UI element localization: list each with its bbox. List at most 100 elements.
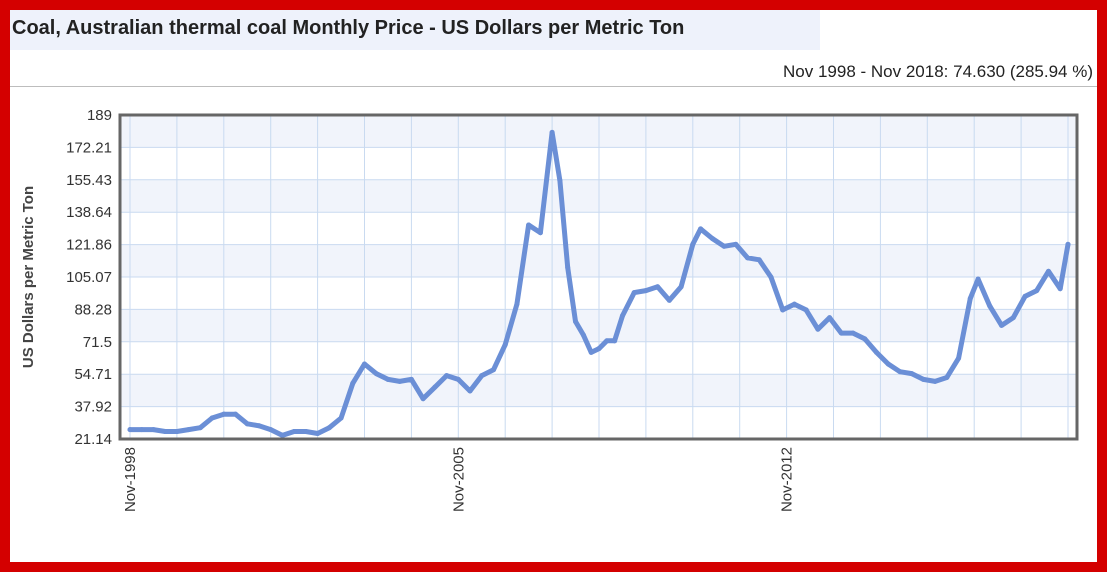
data-point <box>557 178 563 184</box>
data-point <box>956 355 962 361</box>
data-point <box>1057 286 1063 292</box>
data-point <box>408 376 414 382</box>
data-point <box>385 376 391 382</box>
data-point <box>709 236 715 242</box>
data-point <box>596 346 602 352</box>
y-tick-label: 105.07 <box>66 269 112 286</box>
data-point <box>909 371 915 377</box>
y-tick-label: 138.64 <box>66 204 112 221</box>
data-point <box>244 421 250 427</box>
data-point <box>745 255 751 261</box>
data-point <box>850 330 856 336</box>
data-point <box>373 371 379 377</box>
data-point <box>920 376 926 382</box>
data-point <box>233 411 239 417</box>
data-point <box>756 257 762 263</box>
data-point <box>721 243 727 249</box>
y-axis-ticks: 189 172.21 155.43 138.64 121.86 105.07 88.28 71… <box>66 107 112 448</box>
y-tick-label: 155.43 <box>66 172 112 189</box>
data-point <box>604 338 610 344</box>
x-tick-label: Nov-2012 <box>779 447 796 512</box>
data-point <box>150 427 156 433</box>
data-point <box>827 315 833 321</box>
data-point <box>619 313 625 319</box>
data-point <box>209 415 215 421</box>
data-point <box>362 361 367 367</box>
data-point <box>565 264 571 270</box>
data-point <box>549 129 555 135</box>
data-point <box>612 338 618 344</box>
data-point <box>139 427 145 433</box>
y-tick-label: 54.71 <box>74 366 112 383</box>
y-tick-label: 71.5 <box>83 334 112 351</box>
y-tick-label: 189 <box>87 107 112 124</box>
data-point <box>678 284 684 290</box>
x-tick-label: Nov-2005 <box>450 447 467 512</box>
data-point <box>526 222 532 228</box>
y-tick-label: 121.86 <box>66 237 112 254</box>
data-point <box>502 342 508 348</box>
range-summary: Nov 1998 - Nov 2018: 74.630 (285.94 %) <box>783 62 1093 81</box>
data-point <box>1010 315 1016 321</box>
data-point <box>944 375 950 381</box>
data-point <box>455 376 461 382</box>
data-point <box>186 427 192 433</box>
y-tick-label: 37.92 <box>74 399 112 416</box>
data-point <box>291 429 297 435</box>
data-point <box>127 427 133 433</box>
header-divider <box>10 86 1097 87</box>
data-point <box>803 307 809 313</box>
data-point <box>338 415 344 421</box>
data-point <box>780 307 786 313</box>
data-point <box>174 429 180 435</box>
data-point <box>631 290 637 296</box>
y-tick-label: 88.28 <box>74 301 112 318</box>
data-point <box>932 378 938 384</box>
data-point <box>897 369 903 375</box>
data-point <box>733 241 739 247</box>
data-point <box>420 396 426 402</box>
x-axis-ticks: Nov-1998 Nov-2005 Nov-2012 <box>122 447 796 512</box>
data-point <box>885 361 891 367</box>
data-point <box>967 295 973 301</box>
data-point <box>197 425 203 431</box>
data-point <box>479 373 485 379</box>
data-point <box>655 284 661 290</box>
y-axis-label: US Dollars per Metric Ton <box>20 186 37 368</box>
data-point <box>643 288 649 294</box>
data-point <box>162 429 168 435</box>
series-layer <box>127 129 1071 438</box>
data-point <box>326 425 332 431</box>
data-point <box>580 332 586 338</box>
data-point <box>588 349 594 355</box>
data-point <box>467 388 473 394</box>
data-point <box>1045 268 1051 274</box>
data-point <box>1022 293 1028 299</box>
data-point <box>397 378 403 384</box>
data-point <box>279 432 285 438</box>
data-point <box>666 297 672 303</box>
data-point <box>690 241 696 247</box>
data-point <box>432 384 438 390</box>
title-bar: Coal, Australian thermal coal Monthly Pr… <box>10 10 820 50</box>
chart-title: Coal, Australian thermal coal Monthly Pr… <box>12 17 685 39</box>
data-point <box>1065 241 1071 247</box>
data-point <box>1034 288 1040 294</box>
x-tick-label: Nov-1998 <box>122 447 139 512</box>
data-point <box>573 319 579 325</box>
data-point <box>698 226 704 232</box>
data-point <box>862 336 868 342</box>
plot-area-border <box>118 113 1079 441</box>
data-point <box>268 427 274 433</box>
data-point <box>350 380 356 386</box>
data-point <box>315 430 321 436</box>
data-point <box>537 230 543 236</box>
y-tick-label: 172.21 <box>66 139 112 156</box>
data-point <box>490 367 496 373</box>
y-tick-label: 21.14 <box>74 431 112 448</box>
data-point <box>444 373 450 379</box>
data-point <box>838 330 844 336</box>
data-point <box>768 274 774 280</box>
data-point <box>256 423 262 429</box>
